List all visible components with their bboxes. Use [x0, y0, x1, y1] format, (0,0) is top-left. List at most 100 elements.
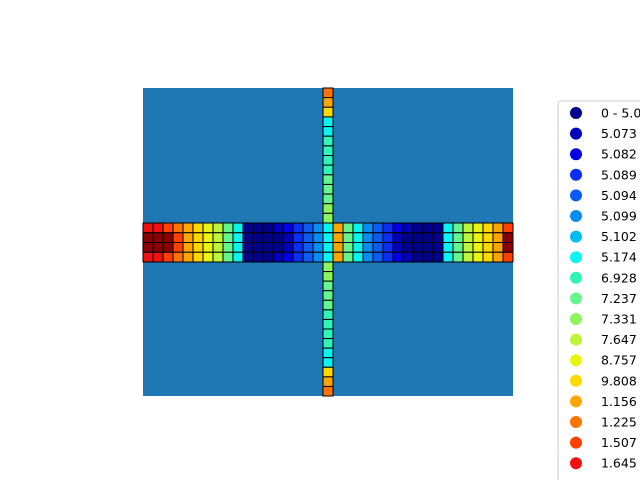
band-cell [182, 242, 194, 253]
arm-cell [322, 290, 334, 301]
band-cell [462, 222, 474, 234]
band-cell [352, 251, 364, 263]
legend-marker [570, 168, 582, 181]
band-cell [382, 232, 394, 243]
band-cell [222, 251, 234, 263]
band-cell [292, 232, 304, 243]
band-cell [182, 232, 194, 243]
band-cell [422, 232, 434, 243]
band-cell [152, 242, 164, 253]
band-cell [412, 251, 424, 263]
legend-marker [570, 333, 582, 346]
band-cell [222, 232, 234, 243]
band-cell [232, 242, 244, 253]
band-cell [472, 232, 484, 243]
band-cell [482, 222, 494, 234]
arm-cell [322, 299, 334, 311]
band-cell [432, 251, 444, 263]
legend-marker [570, 189, 582, 202]
cell-grid [142, 87, 514, 397]
band-cell [442, 222, 454, 234]
band-cell [392, 242, 404, 253]
band-cell [442, 232, 454, 243]
band-cell [372, 242, 384, 253]
band-cell [362, 232, 374, 243]
arm-cell [322, 126, 334, 137]
arm-cell [322, 280, 334, 292]
legend-label: 7.647 [601, 332, 637, 347]
band-cell [492, 242, 504, 253]
band-cell [402, 232, 414, 243]
band-cell [242, 251, 254, 263]
band-cell [472, 251, 484, 263]
legend-label: 5.099 [601, 209, 637, 224]
band-cell [272, 232, 284, 243]
legend-marker [570, 148, 582, 161]
legend-marker [570, 457, 582, 470]
band-cell [262, 242, 274, 253]
arm-cell [322, 164, 334, 176]
legend-label: 1.156 [601, 394, 637, 409]
band-cell [222, 242, 234, 253]
legend: 0 - 5.0 5.073 5.082 5.089 5.094 5.099 5.102 5.1… [557, 100, 640, 480]
band-cell [202, 242, 214, 253]
legend-marker [570, 210, 582, 222]
band-cell [252, 222, 264, 234]
arm-cell [322, 155, 334, 166]
arm-cell [322, 271, 334, 282]
band-cell [262, 232, 274, 243]
band-cell [142, 251, 154, 263]
band-cell [192, 222, 204, 234]
band-cell [242, 242, 254, 253]
legend-marker [570, 271, 582, 284]
band-cell [442, 251, 454, 263]
arm-cell [322, 318, 334, 330]
band-cell [432, 232, 444, 243]
band-cell [162, 251, 174, 263]
band-cell [282, 251, 294, 263]
arm-cell [322, 385, 334, 397]
arm-cell [322, 328, 334, 340]
band-cell [302, 232, 314, 243]
band-cell [392, 222, 404, 234]
band-cell [342, 232, 354, 243]
band-cell [362, 251, 374, 263]
legend-label: 6.928 [601, 270, 637, 285]
band-cell [202, 251, 214, 263]
legend-label: 5.073 [601, 126, 637, 141]
band-cell [282, 222, 294, 234]
arm-cell [322, 87, 334, 99]
band-cell [212, 232, 224, 243]
band-cell [252, 232, 264, 243]
band-cell [292, 222, 304, 234]
band-cell [222, 222, 234, 234]
band-cell [412, 222, 424, 234]
band-cell [142, 222, 154, 234]
band-cell [432, 242, 444, 253]
band-cell [322, 222, 334, 234]
band-cell [212, 222, 224, 234]
band-cell [382, 222, 394, 234]
arm-cell [322, 97, 334, 108]
band-cell [152, 222, 164, 234]
band-cell [282, 242, 294, 253]
band-cell [482, 242, 494, 253]
arm-cell [322, 193, 334, 205]
band-cell [352, 222, 364, 234]
band-cell [242, 232, 254, 243]
legend-marker [570, 436, 582, 449]
legend-marker [570, 251, 582, 264]
legend-marker [570, 292, 582, 305]
band-cell [292, 251, 304, 263]
band-cell [152, 251, 164, 263]
band-cell [302, 222, 314, 234]
band-cell [272, 251, 284, 263]
band-cell [362, 222, 374, 234]
band-cell [362, 242, 374, 253]
band-cell [462, 242, 474, 253]
band-cell [412, 242, 424, 253]
band-cell [322, 242, 334, 253]
band-cell [172, 251, 184, 263]
arm-cell [322, 106, 334, 118]
